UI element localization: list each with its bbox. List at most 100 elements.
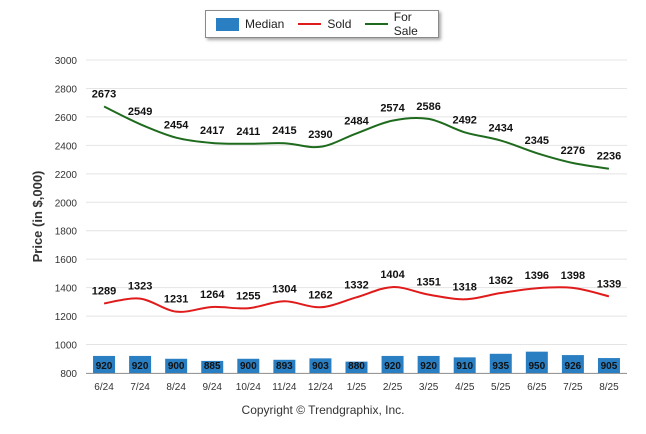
median-data-label: 920 <box>384 361 401 372</box>
for-sale-data-label: 2390 <box>308 129 332 141</box>
y-tick-label: 2800 <box>55 84 78 95</box>
x-tick-label: 9/24 <box>202 382 222 393</box>
median-bar <box>381 355 404 373</box>
sold-data-label: 1264 <box>200 289 225 301</box>
for-sale-line <box>103 105 610 170</box>
x-tick-label: 4/25 <box>455 382 475 393</box>
median-data-label: 880 <box>348 361 365 372</box>
x-tick-label: 6/24 <box>94 382 114 393</box>
median-bar <box>525 351 548 373</box>
x-tick-label: 3/25 <box>419 382 439 393</box>
median-data-label: 903 <box>312 361 329 372</box>
x-tick-label: 11/24 <box>272 382 297 393</box>
median-data-label: 900 <box>168 361 185 372</box>
median-bar <box>309 358 332 373</box>
sold-data-label: 1289 <box>92 285 116 297</box>
sold-line <box>103 286 610 313</box>
for-sale-data-label: 2345 <box>525 135 549 147</box>
y-tick-label: 1400 <box>55 284 78 295</box>
median-bar <box>165 358 188 373</box>
sold-data-label: 1323 <box>128 281 152 293</box>
for-sale-data-label: 2492 <box>452 114 476 126</box>
for-sale-data-label: 2417 <box>200 125 224 137</box>
for-sale-data-label: 2586 <box>416 101 440 113</box>
legend-label-median: Median <box>245 17 285 31</box>
y-tick-label: 1600 <box>55 255 78 266</box>
legend-item-for-sale: For Sale <box>365 10 438 38</box>
y-tick-label: 1800 <box>55 227 78 238</box>
for-sale-data-label: 2415 <box>272 125 296 137</box>
copyright-footer: Copyright © Trendgraphix, Inc. <box>241 403 405 417</box>
median-data-label: 910 <box>456 361 473 372</box>
x-tick-label: 2/25 <box>383 382 403 393</box>
legend-label-sold: Sold <box>327 17 352 31</box>
sold-data-label: 1332 <box>344 279 368 291</box>
legend-item-sold: Sold <box>298 17 351 31</box>
sold-data-label: 1351 <box>416 277 440 289</box>
legend-label-for-sale: For Sale <box>393 10 418 38</box>
y-tick-label: 3000 <box>55 56 78 67</box>
median-data-label: 950 <box>528 361 545 372</box>
median-bar <box>489 353 512 373</box>
for-sale-data-label: 2276 <box>561 145 585 157</box>
median-data-label: 926 <box>565 361 582 372</box>
median-bar <box>597 358 620 373</box>
y-tick-label: 1200 <box>55 312 78 323</box>
for-sale-data-label: 2236 <box>597 151 621 163</box>
sold-data-label: 1262 <box>308 289 332 301</box>
x-tick-label: 10/24 <box>236 382 261 393</box>
for-sale-data-label: 2484 <box>344 115 369 127</box>
median-bar <box>561 355 584 373</box>
median-bar <box>201 360 224 373</box>
median-data-label: 900 <box>240 361 257 372</box>
y-tick-label: 2600 <box>55 113 78 124</box>
sold-data-label: 1318 <box>452 281 476 293</box>
median-bar <box>453 357 476 373</box>
median-data-label: 920 <box>420 361 437 372</box>
median-data-label: 893 <box>276 361 293 372</box>
sold-data-label: 1231 <box>164 294 188 306</box>
median-bar <box>93 355 116 373</box>
x-tick-label: 8/25 <box>599 382 619 393</box>
sold-data-label: 1339 <box>597 278 621 290</box>
for-sale-data-label: 2673 <box>92 89 116 101</box>
y-tick-label: 1000 <box>55 341 78 352</box>
y-tick-label: 2400 <box>55 141 78 152</box>
median-data-label: 920 <box>96 361 113 372</box>
median-bar <box>273 359 296 373</box>
sold-data-label: 1255 <box>236 290 260 302</box>
x-tick-label: 7/24 <box>130 382 150 393</box>
sold-data-label: 1362 <box>489 275 513 287</box>
legend-swatch-median <box>216 17 239 31</box>
sold-data-label: 1396 <box>525 270 549 282</box>
median-bar <box>345 361 368 373</box>
y-tick-label: 800 <box>60 369 77 380</box>
x-tick-label: 5/25 <box>491 382 511 393</box>
legend-swatch-sold <box>298 23 322 25</box>
median-data-label: 885 <box>204 361 221 372</box>
x-tick-label: 8/24 <box>166 382 186 393</box>
legend-swatch-for-sale <box>365 23 388 25</box>
legend-item-median: Median <box>216 17 284 31</box>
y-tick-label: 2000 <box>55 198 78 209</box>
x-tick-label: 1/25 <box>347 382 367 393</box>
median-data-label: 935 <box>492 361 509 372</box>
for-sale-data-label: 2411 <box>236 126 260 138</box>
chart-legend: Median Sold For Sale <box>205 10 439 38</box>
x-tick-label: 12/24 <box>308 382 333 393</box>
sold-data-label: 1304 <box>272 283 297 295</box>
for-sale-data-label: 2574 <box>380 103 405 115</box>
median-bar <box>417 355 440 373</box>
for-sale-data-label: 2454 <box>164 120 189 132</box>
y-tick-label: 2200 <box>55 170 78 181</box>
median-bar <box>129 355 152 373</box>
sold-data-label: 1404 <box>380 269 405 281</box>
x-tick-label: 6/25 <box>527 382 547 393</box>
median-bar <box>237 358 260 373</box>
y-axis-title: Price (in $,000) <box>30 171 45 263</box>
chart-svg: 800 1000 1200 1400 1600 1800 2000 2200 2400 2600 2… <box>30 56 627 393</box>
x-tick-label: 7/25 <box>563 382 583 393</box>
for-sale-data-label: 2549 <box>128 106 152 118</box>
median-data-label: 920 <box>132 361 149 372</box>
for-sale-data-label: 2434 <box>489 123 514 135</box>
